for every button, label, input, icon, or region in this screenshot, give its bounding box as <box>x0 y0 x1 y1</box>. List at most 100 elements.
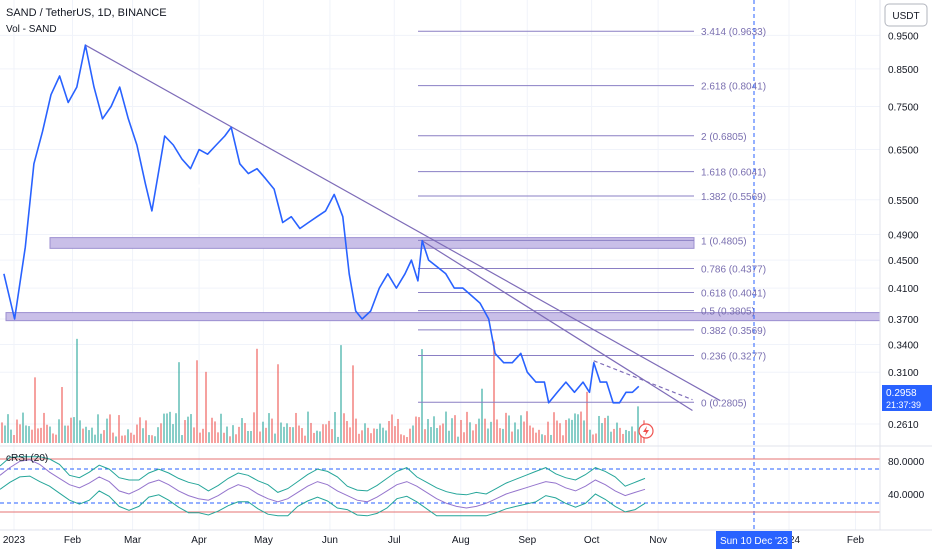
volume-bar <box>289 427 291 443</box>
volume-bar <box>442 423 444 443</box>
volume-bar <box>319 431 321 443</box>
volume-bar <box>229 436 231 443</box>
volume-bar <box>334 412 336 443</box>
volume-bar <box>271 418 273 443</box>
volume-bar <box>196 360 198 443</box>
fib-level-label: 0.618 (0.4041) <box>701 289 766 300</box>
volume-bar <box>118 415 120 443</box>
volume-bar <box>262 421 264 443</box>
volume-bar <box>598 415 600 443</box>
volume-bar <box>211 417 213 443</box>
volume-bar <box>7 414 9 443</box>
volume-bar <box>64 425 66 443</box>
fib-level-label: 2.618 (0.8041) <box>701 82 766 93</box>
volume-bar <box>328 420 330 443</box>
volume-bar <box>490 421 492 443</box>
volume-bar <box>28 426 30 443</box>
fib-level-label: 2 (0.6805) <box>701 132 747 143</box>
volume-bar <box>184 420 186 443</box>
volume-bar <box>409 428 411 443</box>
volume-bar <box>637 406 639 443</box>
volume-bar <box>301 428 303 443</box>
volume-bar <box>283 426 285 443</box>
volume-bar <box>412 425 414 443</box>
volume-bar <box>88 430 90 443</box>
y-tick-label: 0.4900 <box>888 231 919 242</box>
volume-bar <box>37 428 39 443</box>
volume-bar <box>361 430 363 443</box>
volume-bar <box>325 424 327 443</box>
last-price-badge: 0.2958 21:37:39 <box>882 385 932 411</box>
volume-bar <box>97 414 99 443</box>
volume-bar <box>607 415 609 443</box>
price-axis[interactable]: 0.9500 0.8500 0.7500 0.6500 0.5500 0.4900 0.45… <box>879 0 919 530</box>
x-tick-label: Jul <box>388 535 401 546</box>
rsi-pane[interactable]: cRSI (20) 80.0000 40.0000 <box>0 445 932 517</box>
volume-bar <box>46 424 48 443</box>
volume-bar <box>181 435 183 443</box>
volume-bar <box>466 411 468 443</box>
trendline[interactable] <box>593 360 693 401</box>
support-zone[interactable] <box>49 237 695 249</box>
volume-bar <box>169 411 171 443</box>
currency-button[interactable]: USDT <box>884 3 928 27</box>
volume-bar <box>250 431 252 443</box>
volume-bar <box>478 418 480 443</box>
volume-bar <box>136 424 138 443</box>
chart-title: SAND / TetherUS, 1D, BINANCE <box>6 7 167 19</box>
trendline[interactable] <box>85 44 721 402</box>
fib-level-label: 0.5 (0.3805) <box>701 307 755 318</box>
volume-bar <box>586 391 588 443</box>
rsi-upper-band <box>0 456 646 496</box>
volume-bar <box>94 434 96 443</box>
volume-bar <box>562 435 564 443</box>
volume-bar <box>622 433 624 443</box>
volume-bar <box>268 413 270 443</box>
flash-icon[interactable] <box>638 423 654 439</box>
volume-bar <box>565 419 567 443</box>
volume-bar <box>265 427 267 443</box>
volume-bar <box>235 434 237 443</box>
x-tick-label: Sep <box>518 535 536 546</box>
rsi-tick-lower: 40.0000 <box>888 490 925 501</box>
volume-bar <box>553 412 555 443</box>
volume-bar <box>1 422 3 443</box>
volume-bar <box>568 418 570 443</box>
volume-bar <box>172 424 174 443</box>
volume-bar <box>253 412 255 443</box>
volume-bar <box>313 432 315 443</box>
volume-bar <box>376 428 378 443</box>
volume-bar <box>241 418 243 443</box>
volume-bar <box>277 364 279 443</box>
volume-bar <box>541 434 543 443</box>
volume-bar <box>505 412 507 443</box>
volume-bar <box>577 414 579 443</box>
fibonacci-levels[interactable]: 0 (0.2805) 0.236 (0.3277) 0.382 (0.3569) 0.… <box>418 27 766 409</box>
y-tick-label: 0.8500 <box>888 65 919 76</box>
volume-bar <box>226 426 228 443</box>
volume-bar <box>280 422 282 443</box>
volume-bar <box>91 427 93 443</box>
rsi-label: cRSI (20) <box>6 453 48 464</box>
volume-bar <box>295 412 297 443</box>
volume-bar <box>142 428 144 443</box>
volume-bar <box>4 425 6 443</box>
volume-bar <box>415 416 417 443</box>
volume-bar <box>457 436 459 443</box>
y-tick-label: 0.4100 <box>888 284 919 295</box>
trendlines[interactable] <box>85 44 721 411</box>
volume-bar <box>220 413 222 443</box>
volume-bar <box>544 435 546 443</box>
fib-level-label: 0.786 (0.4377) <box>701 264 766 275</box>
volume-bar <box>199 432 201 443</box>
volume-bar <box>145 420 147 443</box>
x-tick-label: Aug <box>452 535 470 546</box>
volume-bar <box>472 430 474 443</box>
volume-bar <box>583 420 585 443</box>
volume-bar <box>526 411 528 443</box>
crosshair-date-badge: Sun 10 Dec '23 <box>716 531 792 549</box>
y-tick-label: 0.3700 <box>888 315 919 326</box>
volume-bar <box>304 435 306 443</box>
volume-bar <box>634 431 636 443</box>
